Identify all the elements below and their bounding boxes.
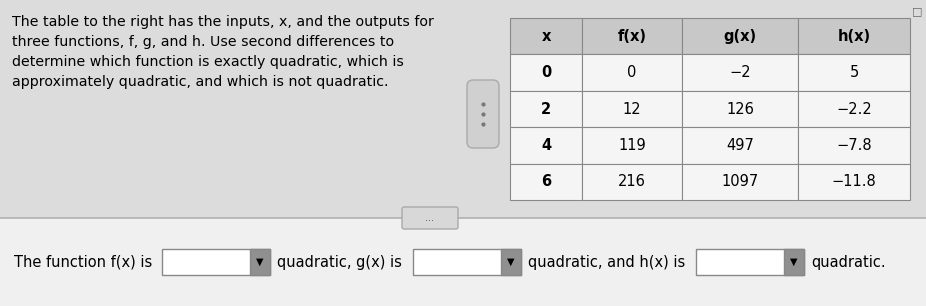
Text: 0: 0 xyxy=(541,65,551,80)
Bar xyxy=(798,18,910,54)
Text: The table to the right has the inputs, x, and the outputs for
three functions, f: The table to the right has the inputs, x… xyxy=(12,15,434,89)
Bar xyxy=(510,91,582,127)
Bar xyxy=(682,18,798,54)
Bar xyxy=(798,54,910,91)
Bar xyxy=(250,249,270,275)
Bar xyxy=(682,127,798,164)
Text: 6: 6 xyxy=(541,174,551,189)
Bar xyxy=(582,91,682,127)
Bar xyxy=(510,18,582,54)
Text: 119: 119 xyxy=(619,138,645,153)
Bar xyxy=(682,54,798,91)
Bar xyxy=(682,164,798,200)
Bar xyxy=(582,127,682,164)
Text: □: □ xyxy=(912,6,922,16)
Text: −7.8: −7.8 xyxy=(836,138,871,153)
Text: 497: 497 xyxy=(726,138,754,153)
FancyBboxPatch shape xyxy=(467,80,499,148)
Bar xyxy=(582,164,682,200)
Text: 0: 0 xyxy=(627,65,637,80)
Bar xyxy=(510,54,582,91)
Text: ▼: ▼ xyxy=(257,257,264,267)
Bar xyxy=(784,249,804,275)
Bar xyxy=(582,18,682,54)
Bar xyxy=(798,164,910,200)
Text: g(x): g(x) xyxy=(723,29,757,44)
Bar xyxy=(413,249,521,275)
Text: 216: 216 xyxy=(618,174,646,189)
Text: −2.2: −2.2 xyxy=(836,102,872,117)
Text: 1097: 1097 xyxy=(721,174,758,189)
FancyBboxPatch shape xyxy=(402,207,458,229)
Bar xyxy=(0,0,926,218)
Text: 4: 4 xyxy=(541,138,551,153)
Text: 5: 5 xyxy=(849,65,858,80)
Bar xyxy=(510,164,582,200)
Bar xyxy=(582,54,682,91)
Text: ▼: ▼ xyxy=(790,257,798,267)
Bar xyxy=(501,249,521,275)
Bar xyxy=(696,249,804,275)
Text: quadratic.: quadratic. xyxy=(811,255,885,270)
Text: f(x): f(x) xyxy=(618,29,646,44)
Text: ▼: ▼ xyxy=(507,257,515,267)
Bar xyxy=(162,249,270,275)
Text: 12: 12 xyxy=(622,102,642,117)
Text: 126: 126 xyxy=(726,102,754,117)
Text: ...: ... xyxy=(426,213,434,223)
Bar xyxy=(510,127,582,164)
Text: x: x xyxy=(542,29,551,44)
Text: h(x): h(x) xyxy=(837,29,870,44)
Text: −2: −2 xyxy=(729,65,751,80)
Text: The function f(x) is: The function f(x) is xyxy=(14,255,152,270)
Text: quadratic, and h(x) is: quadratic, and h(x) is xyxy=(528,255,685,270)
Bar xyxy=(798,91,910,127)
Text: −11.8: −11.8 xyxy=(832,174,876,189)
Bar xyxy=(0,218,926,306)
Text: 2: 2 xyxy=(541,102,551,117)
Bar xyxy=(682,91,798,127)
Bar xyxy=(798,127,910,164)
Text: quadratic, g(x) is: quadratic, g(x) is xyxy=(277,255,402,270)
